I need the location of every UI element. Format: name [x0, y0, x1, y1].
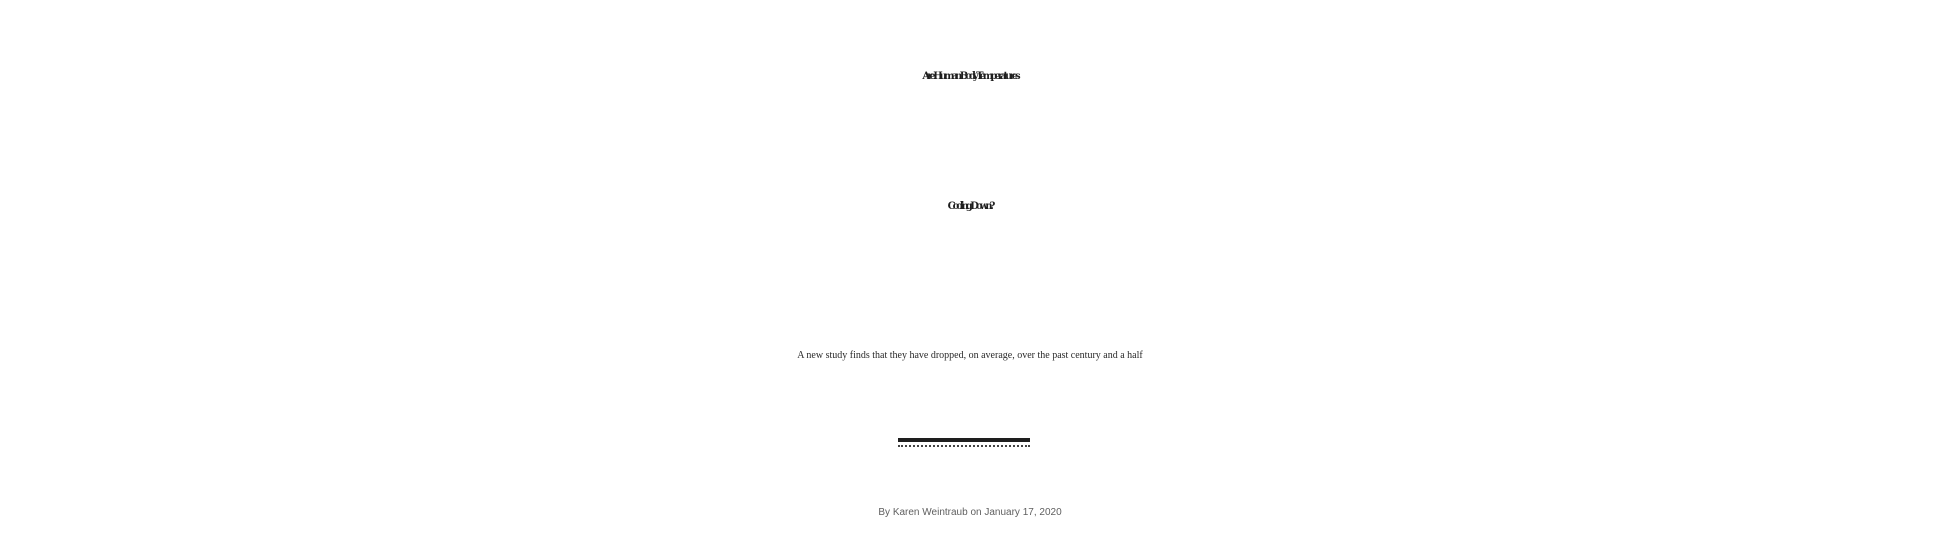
- article-headline-line-1: Are Human Body Temperatures: [922, 71, 1020, 82]
- byline-prefix: By: [878, 507, 891, 518]
- article-headline-line-2: Cooling Down?: [947, 201, 996, 212]
- section-divider: [898, 438, 1030, 447]
- divider-dotted-line: [898, 445, 1030, 447]
- byline-connector: on: [970, 507, 982, 518]
- byline-author-link[interactable]: Karen Weintraub: [892, 507, 968, 518]
- article-dek: A new study finds that they have dropped…: [797, 350, 1143, 361]
- divider-solid-line: [898, 438, 1030, 442]
- article-byline: By Karen Weintraub on January 17, 2020: [0, 494, 1940, 532]
- byline-date: January 17, 2020: [984, 507, 1062, 518]
